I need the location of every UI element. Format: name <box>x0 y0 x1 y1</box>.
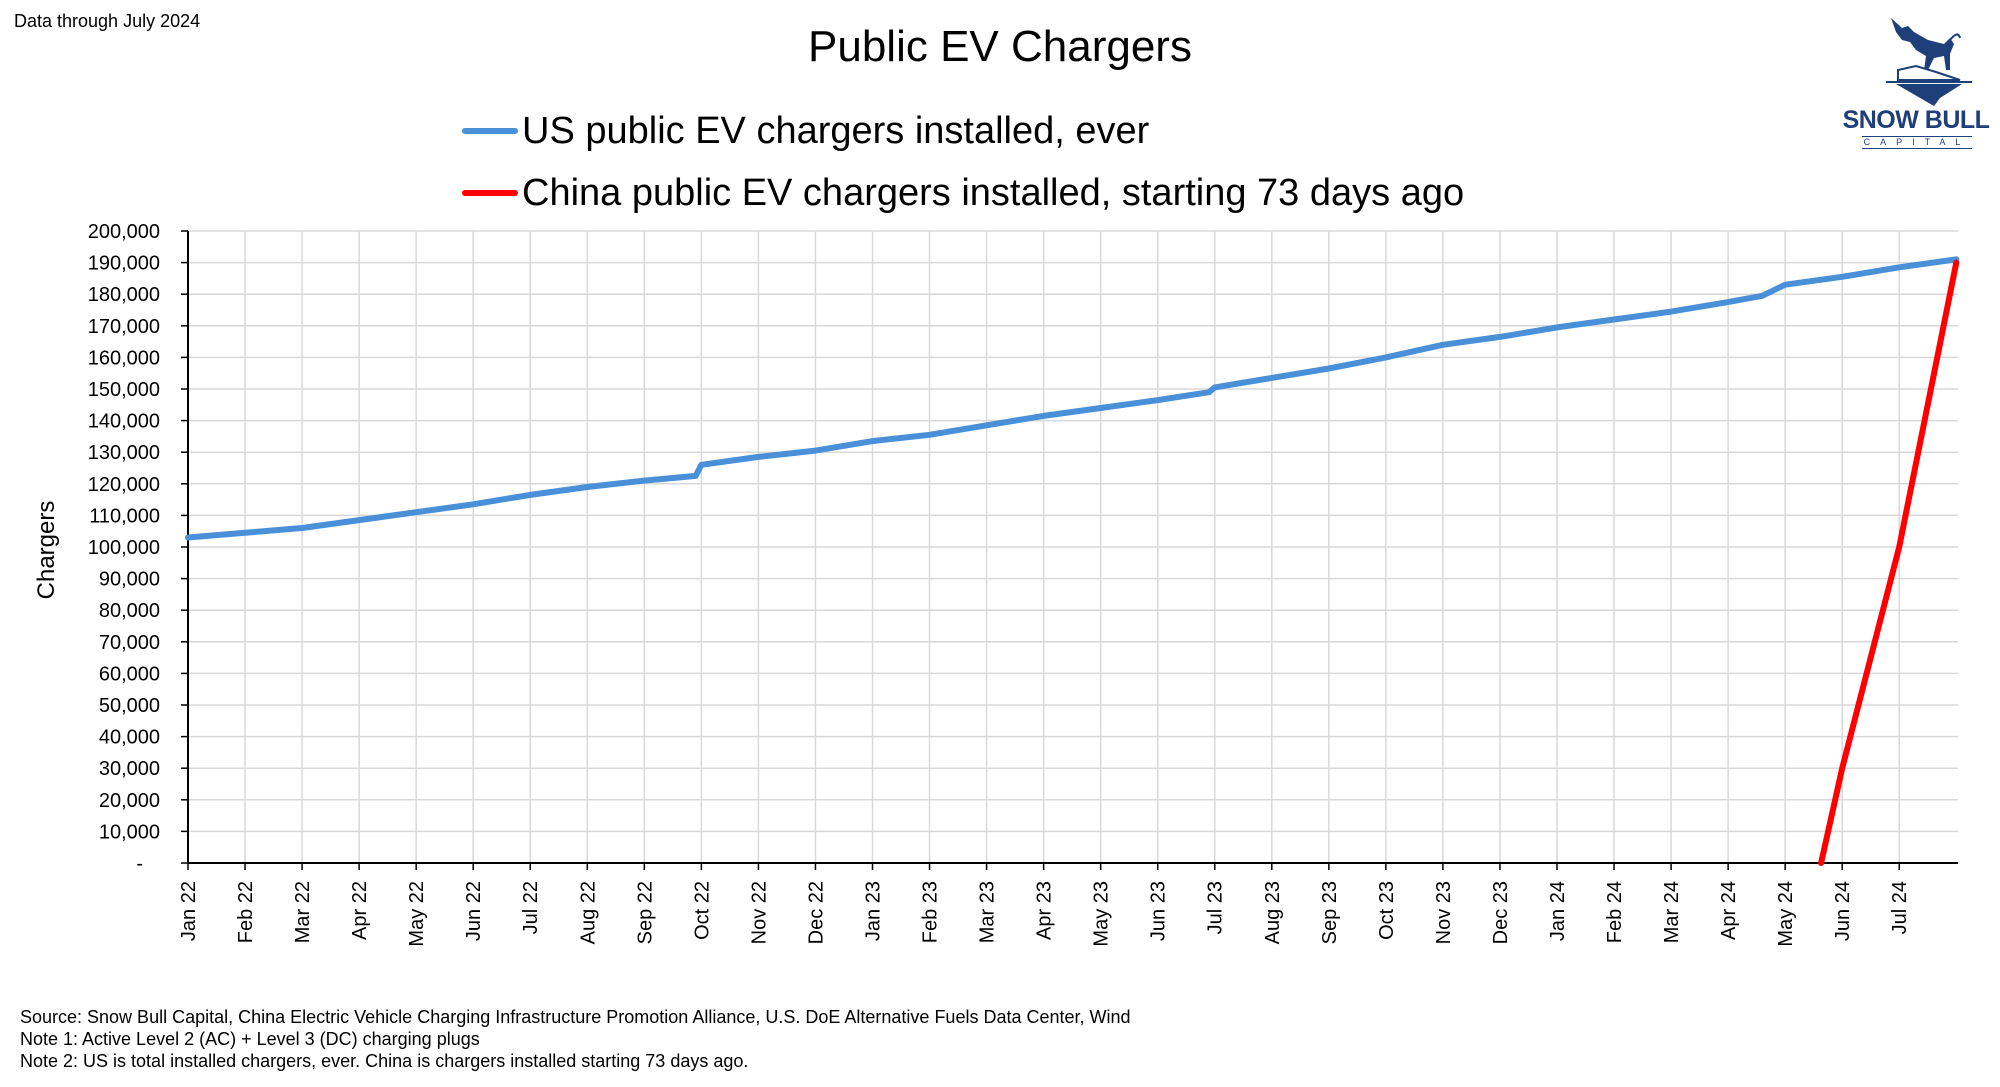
y-tick-label: - <box>136 853 143 875</box>
data-through-note: Data through July 2024 <box>14 11 201 31</box>
legend-swatch-china <box>462 190 518 196</box>
x-tick-label: Feb 22 <box>235 881 257 943</box>
x-tick-label: Mar 24 <box>1661 881 1683 943</box>
footer: Source: Snow Bull Capital, China Electri… <box>20 1006 1131 1072</box>
y-tick-label: 30,000 <box>99 758 160 780</box>
legend-label-us: US public EV chargers installed, ever <box>522 109 1150 152</box>
y-tick-label: 180,000 <box>88 284 160 306</box>
x-tick-label: Jan 24 <box>1547 881 1569 941</box>
x-tick-label: Mar 23 <box>977 881 999 943</box>
y-tick-label: 110,000 <box>89 505 160 527</box>
y-tick-label: 70,000 <box>99 632 160 654</box>
x-tick-label: Aug 22 <box>577 881 599 944</box>
y-tick-label: 160,000 <box>88 347 160 369</box>
x-tick-label: Jul 22 <box>520 881 542 934</box>
x-tick-label: Feb 24 <box>1604 881 1626 943</box>
y-tick-label: 90,000 <box>99 569 160 591</box>
bull-icon <box>1886 18 1972 106</box>
x-tick-label: Aug 23 <box>1262 881 1284 944</box>
note-2: Note 2: US is total installed chargers, … <box>20 1051 749 1071</box>
x-tick-label: Apr 22 <box>349 881 371 940</box>
series-line-china <box>1818 259 1960 866</box>
legend-item-china: China public EV chargers installed, star… <box>462 162 1464 224</box>
y-tick-label: 170,000 <box>88 316 160 338</box>
x-tick-label: Jul 24 <box>1889 881 1911 934</box>
x-tick-label: May 23 <box>1091 881 1113 947</box>
axes <box>181 230 1958 870</box>
x-tick-label: Apr 24 <box>1718 881 1740 940</box>
x-tick-label: Oct 23 <box>1376 881 1398 940</box>
y-tick-label: 60,000 <box>99 663 160 685</box>
x-tick-label: Jun 23 <box>1148 881 1170 941</box>
series-line-us <box>185 256 1960 541</box>
x-tick-label: Dec 22 <box>805 881 827 944</box>
y-tick-label: 40,000 <box>99 727 160 749</box>
logo-subtitle: CAPITAL <box>1862 136 1972 149</box>
note-1: Note 1: Active Level 2 (AC) + Level 3 (D… <box>20 1029 480 1049</box>
x-tick-label: Oct 22 <box>691 881 713 940</box>
grid <box>188 230 1958 863</box>
x-tick-label: Jul 23 <box>1205 881 1227 934</box>
y-tick-label: 120,000 <box>88 474 160 496</box>
x-tick-label: May 22 <box>406 881 428 947</box>
snow-bull-logo: SNOW BULL CAPITAL <box>1836 10 1996 150</box>
x-tick-label: Sep 23 <box>1319 881 1341 944</box>
legend-label-china: China public EV chargers installed, star… <box>522 171 1465 214</box>
x-tick-label: Mar 22 <box>292 881 314 943</box>
y-tick-label: 190,000 <box>88 253 160 275</box>
x-tick-label: Dec 23 <box>1490 881 1512 944</box>
legend-item-us: US public EV chargers installed, ever <box>462 100 1464 162</box>
x-tick-label: Sep 22 <box>634 881 656 944</box>
x-tick-label: Jun 24 <box>1832 881 1854 941</box>
y-tick-label: 150,000 <box>88 379 160 401</box>
y-tick-label: 80,000 <box>99 600 160 622</box>
x-tick-label: May 24 <box>1775 881 1797 947</box>
legend: US public EV chargers installed, ever Ch… <box>462 100 1464 224</box>
y-tick-label: 130,000 <box>88 442 160 464</box>
x-tick-labels: Jan 22 Feb 22 Mar 22 Apr 22 May 22 Jun 22 Jul … <box>178 881 1911 947</box>
series <box>185 256 1960 866</box>
y-tick-label: 50,000 <box>99 695 160 717</box>
x-tick-label: Nov 23 <box>1433 881 1455 944</box>
y-tick-label: 200,000 <box>88 221 160 243</box>
y-tick-label: 10,000 <box>99 821 160 843</box>
y-tick-labels: - 10,000 20,000 30,000 40,000 50,000 60,000 70,… <box>88 221 160 875</box>
chart-title: Public EV Chargers <box>0 22 2000 72</box>
y-tick-label: 100,000 <box>88 537 160 559</box>
x-tick-label: Feb 23 <box>920 881 942 943</box>
y-axis-label: Chargers <box>33 501 60 600</box>
legend-swatch-us <box>462 128 518 134</box>
source-note: Source: Snow Bull Capital, China Electri… <box>20 1007 1131 1027</box>
x-tick-label: Jan 22 <box>178 881 200 941</box>
y-tick-label: 140,000 <box>88 411 160 433</box>
y-tick-label: 20,000 <box>99 790 160 812</box>
chart-title-text: Public EV Chargers <box>808 22 1192 71</box>
x-tick-label: Jan 23 <box>862 881 884 941</box>
x-tick-label: Apr 23 <box>1034 881 1056 940</box>
x-tick-label: Nov 22 <box>748 881 770 944</box>
x-tick-label: Jun 22 <box>463 881 485 941</box>
logo-name: SNOW BULL <box>1842 106 1990 134</box>
